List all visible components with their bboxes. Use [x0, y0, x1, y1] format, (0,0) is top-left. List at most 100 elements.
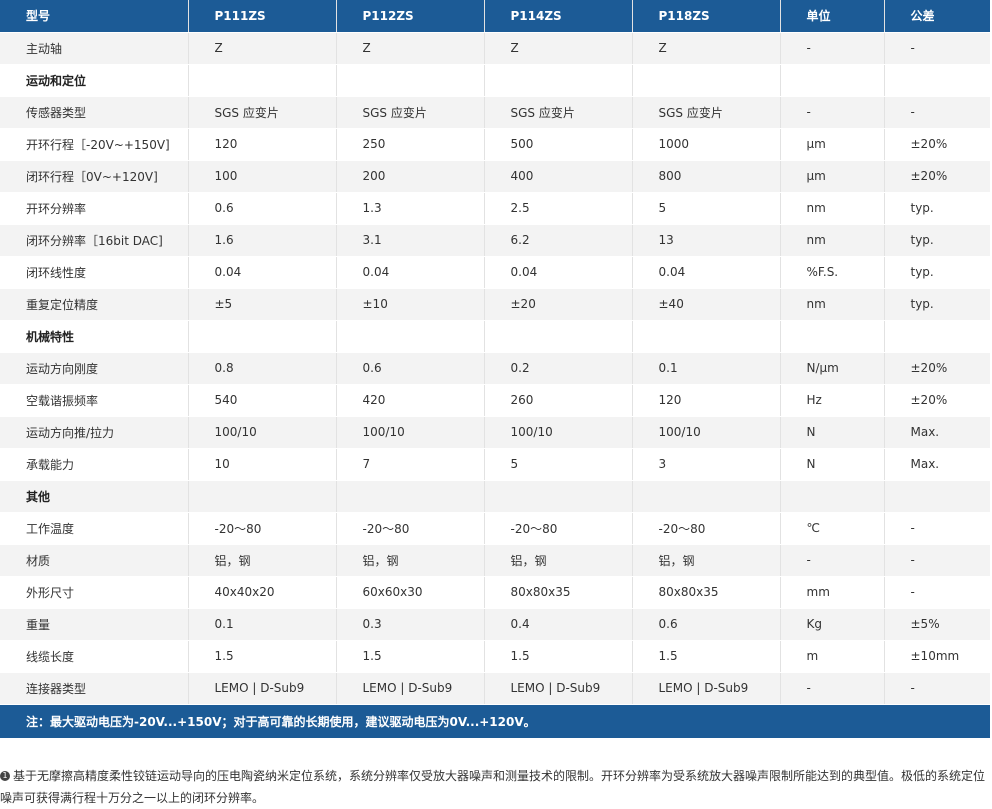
header-cell: 单位: [780, 0, 885, 33]
row-label: 开环分辨率: [0, 192, 189, 225]
section-row: 其他: [0, 480, 990, 513]
row-label: 工作温度: [0, 512, 189, 545]
table-cell: ±40: [632, 288, 781, 321]
table-cell: -20～80: [632, 512, 781, 545]
table-cell: 800: [632, 160, 781, 193]
section-label: 运动和定位: [0, 64, 189, 97]
table-row: 运动方向刚度 0.8 0.6 0.2 0.1 N/μm ±20%: [0, 352, 990, 385]
table-cell: 0.4: [484, 608, 633, 641]
table-cell: 80x80x35: [632, 576, 781, 609]
table-cell: -: [884, 96, 990, 129]
table-cell: -: [884, 32, 990, 65]
empty-cell: [884, 320, 990, 353]
table-cell: -: [884, 544, 990, 577]
row-label: 外形尺寸: [0, 576, 189, 609]
table-cell: Z: [336, 32, 485, 65]
table-row: 线缆长度 1.5 1.5 1.5 1.5 m ±10mm: [0, 640, 990, 673]
table-cell: μm: [780, 160, 885, 193]
header-cell: P118ZS: [632, 0, 781, 33]
table-cell: LEMO | D-Sub9: [632, 672, 781, 705]
table-cell: -: [780, 96, 885, 129]
table-cell: Z: [632, 32, 781, 65]
header-row: 型号 P111ZS P112ZS P114ZS P118ZS 单位 公差: [0, 0, 990, 33]
table-row: 材质 铝，钢 铝，钢 铝，钢 铝，钢 - -: [0, 544, 990, 577]
table-row: 主动轴 Z Z Z Z - -: [0, 32, 990, 65]
table-cell: 5: [484, 448, 633, 481]
section-row: 机械特性: [0, 320, 990, 353]
table-row: 重复定位精度 ±5 ±10 ±20 ±40 nm typ.: [0, 288, 990, 321]
row-label: 材质: [0, 544, 189, 577]
table-cell: N: [780, 448, 885, 481]
empty-cell: [336, 64, 485, 97]
table-cell: 5: [632, 192, 781, 225]
row-label: 承载能力: [0, 448, 189, 481]
header-cell: 型号: [0, 0, 189, 33]
empty-cell: [632, 64, 781, 97]
row-label: 闭环分辨率［16bit DAC]: [0, 224, 189, 257]
empty-cell: [188, 320, 337, 353]
table-cell: ±20%: [884, 352, 990, 385]
table-cell: 0.6: [336, 352, 485, 385]
table-cell: typ.: [884, 192, 990, 225]
table-cell: 540: [188, 384, 337, 417]
row-label: 运动方向推/拉力: [0, 416, 189, 449]
table-row: 连接器类型 LEMO | D-Sub9 LEMO | D-Sub9 LEMO | D-…: [0, 672, 990, 705]
row-label: 传感器类型: [0, 96, 189, 129]
table-cell: SGS 应变片: [632, 96, 781, 129]
table-cell: 60x60x30: [336, 576, 485, 609]
empty-cell: [484, 320, 633, 353]
row-label: 主动轴: [0, 32, 189, 65]
table-cell: 260: [484, 384, 633, 417]
empty-cell: [336, 320, 485, 353]
table-cell: μm: [780, 128, 885, 161]
table-row: 外形尺寸 40x40x20 60x60x30 80x80x35 80x80x35 mm -: [0, 576, 990, 609]
table-cell: 500: [484, 128, 633, 161]
section-label: 机械特性: [0, 320, 189, 353]
table-cell: 0.6: [188, 192, 337, 225]
table-cell: 0.04: [632, 256, 781, 289]
row-label: 重量: [0, 608, 189, 641]
table-cell: SGS 应变片: [336, 96, 485, 129]
empty-cell: [780, 320, 885, 353]
table-cell: 0.8: [188, 352, 337, 385]
table-cell: ±5%: [884, 608, 990, 641]
empty-cell: [780, 480, 885, 513]
table-cell: 100: [188, 160, 337, 193]
empty-cell: [632, 320, 781, 353]
table-cell: N: [780, 416, 885, 449]
table-cell: N/μm: [780, 352, 885, 385]
table-cell: 10: [188, 448, 337, 481]
table-cell: -20～80: [336, 512, 485, 545]
table-row: 空载谐振频率 540 420 260 120 Hz ±20%: [0, 384, 990, 417]
table-row: 开环行程［-20V~+150V] 120 250 500 1000 μm ±20%: [0, 128, 990, 161]
table-cell: typ.: [884, 224, 990, 257]
table-cell: 1.5: [632, 640, 781, 673]
table-cell: 100/10: [632, 416, 781, 449]
header-cell: 公差: [884, 0, 990, 33]
table-cell: 铝，钢: [484, 544, 633, 577]
footnote: 1 基于无摩擦高精度柔性铰链运动导向的压电陶瓷纳米定位系统，系统分辨率仅受放大器噪…: [0, 765, 990, 809]
table-cell: 0.04: [188, 256, 337, 289]
table-cell: 420: [336, 384, 485, 417]
empty-cell: [884, 480, 990, 513]
row-label: 连接器类型: [0, 672, 189, 705]
empty-cell: [188, 480, 337, 513]
empty-cell: [188, 64, 337, 97]
table-cell: 1.5: [336, 640, 485, 673]
table-cell: SGS 应变片: [188, 96, 337, 129]
table-cell: LEMO | D-Sub9: [484, 672, 633, 705]
table-cell: Hz: [780, 384, 885, 417]
table-cell: %F.S.: [780, 256, 885, 289]
table-cell: 1000: [632, 128, 781, 161]
note-row: 注：最大驱动电压为-20V...+150V；对于高可靠的长期使用，建议驱动电压为…: [0, 704, 990, 739]
table-cell: 1.5: [484, 640, 633, 673]
table-cell: 6.2: [484, 224, 633, 257]
table-cell: 100/10: [188, 416, 337, 449]
spec-table-header: 型号 P111ZS P112ZS P114ZS P118ZS 单位 公差: [0, 0, 990, 33]
table-cell: ±20: [484, 288, 633, 321]
table-cell: ±20%: [884, 128, 990, 161]
table-cell: 100/10: [484, 416, 633, 449]
empty-cell: [484, 480, 633, 513]
table-cell: 1.5: [188, 640, 337, 673]
